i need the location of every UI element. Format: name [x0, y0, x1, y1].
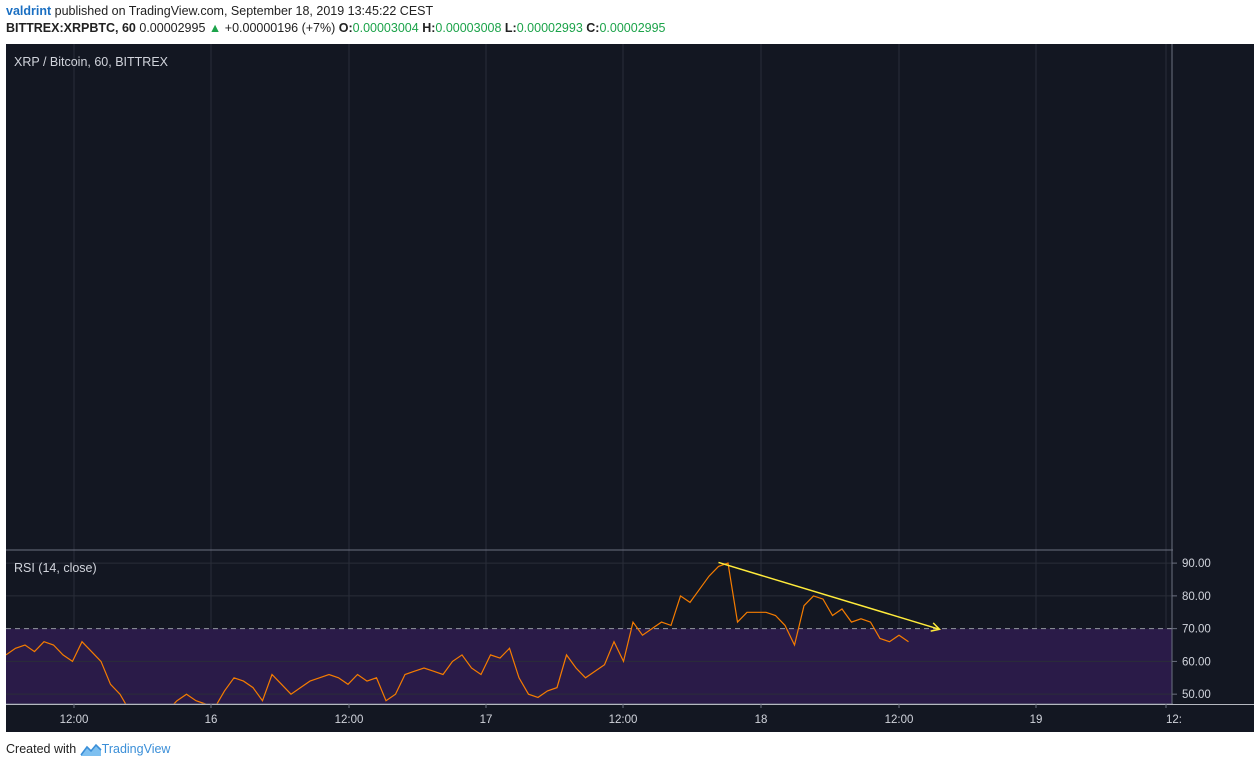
tradingview-brand[interactable]: TradingView: [101, 742, 171, 756]
rsi-tick-label: 50.00: [1182, 689, 1211, 701]
rsi-tick-label: 80.00: [1182, 591, 1211, 603]
rsi-tick-label: 90.00: [1182, 558, 1211, 570]
tradingview-logo-icon: [80, 743, 102, 756]
rsi-line: [6, 562, 909, 704]
symbol-info: BITTREX:XRPBTC, 60 0.00002995 ▲ +0.00000…: [6, 21, 666, 35]
time-tick-label: 12:00: [609, 714, 638, 726]
created-with-text: Created with: [6, 742, 77, 756]
chart-background: [6, 44, 1254, 704]
price-change: +0.00000196 (+7%): [224, 21, 336, 35]
rsi-trend-arrow: [718, 561, 940, 631]
time-tick-label: 16: [205, 714, 218, 726]
rsi-tick-label: 60.00: [1182, 656, 1211, 668]
time-tick-label: 12:: [1166, 714, 1182, 726]
open-label: O:: [338, 21, 353, 35]
time-tick-label: 18: [755, 714, 768, 726]
low-value: 0.00002993: [516, 21, 583, 35]
up-arrow-icon: ▲: [208, 21, 222, 35]
footer: Created with TradingView: [6, 742, 170, 757]
last-price: 0.00002995: [139, 21, 206, 35]
rsi-series: [6, 562, 909, 704]
high-value: 0.00003008: [435, 21, 502, 35]
rsi-band: [6, 628, 1172, 704]
chart-title: XRP / Bitcoin, 60, BITTREX: [14, 55, 169, 69]
grid-lines: [73, 44, 1167, 704]
price-axis-area: [1173, 44, 1254, 704]
time-axis-ticks: 12:00 16 12:00 17 12:00 18 12:00 19 12:: [60, 704, 1182, 726]
time-tick-label: 12:00: [335, 714, 364, 726]
rsi-title: RSI (14, close): [14, 561, 97, 575]
time-tick-label: 12:00: [60, 714, 89, 726]
open-value: 0.00003004: [352, 21, 419, 35]
rsi-guide-lines: [6, 562, 1172, 695]
close-label: C:: [586, 21, 600, 35]
close-value: 0.00002995: [599, 21, 666, 35]
high-label: H:: [422, 21, 436, 35]
publish-info: valdrint published on TradingView.com, S…: [6, 4, 433, 18]
time-tick-label: 12:00: [885, 714, 914, 726]
time-tick-label: 17: [480, 714, 493, 726]
rsi-axis-ticks: 90.00 80.00 70.00 60.00 50.00: [1172, 558, 1211, 701]
rsi-trend-arrow-head: [930, 622, 941, 632]
low-label: L:: [504, 21, 517, 35]
time-axis-area: [6, 705, 1254, 732]
trend-annotations: [718, 561, 941, 632]
rsi-tick-label: 70.00: [1182, 624, 1211, 636]
time-tick-label: 19: [1030, 714, 1043, 726]
symbol-label: BITTREX:XRPBTC, 60: [6, 21, 136, 35]
publish-text: published on TradingView.com, September …: [54, 4, 434, 18]
author-name[interactable]: valdrint: [6, 4, 52, 18]
